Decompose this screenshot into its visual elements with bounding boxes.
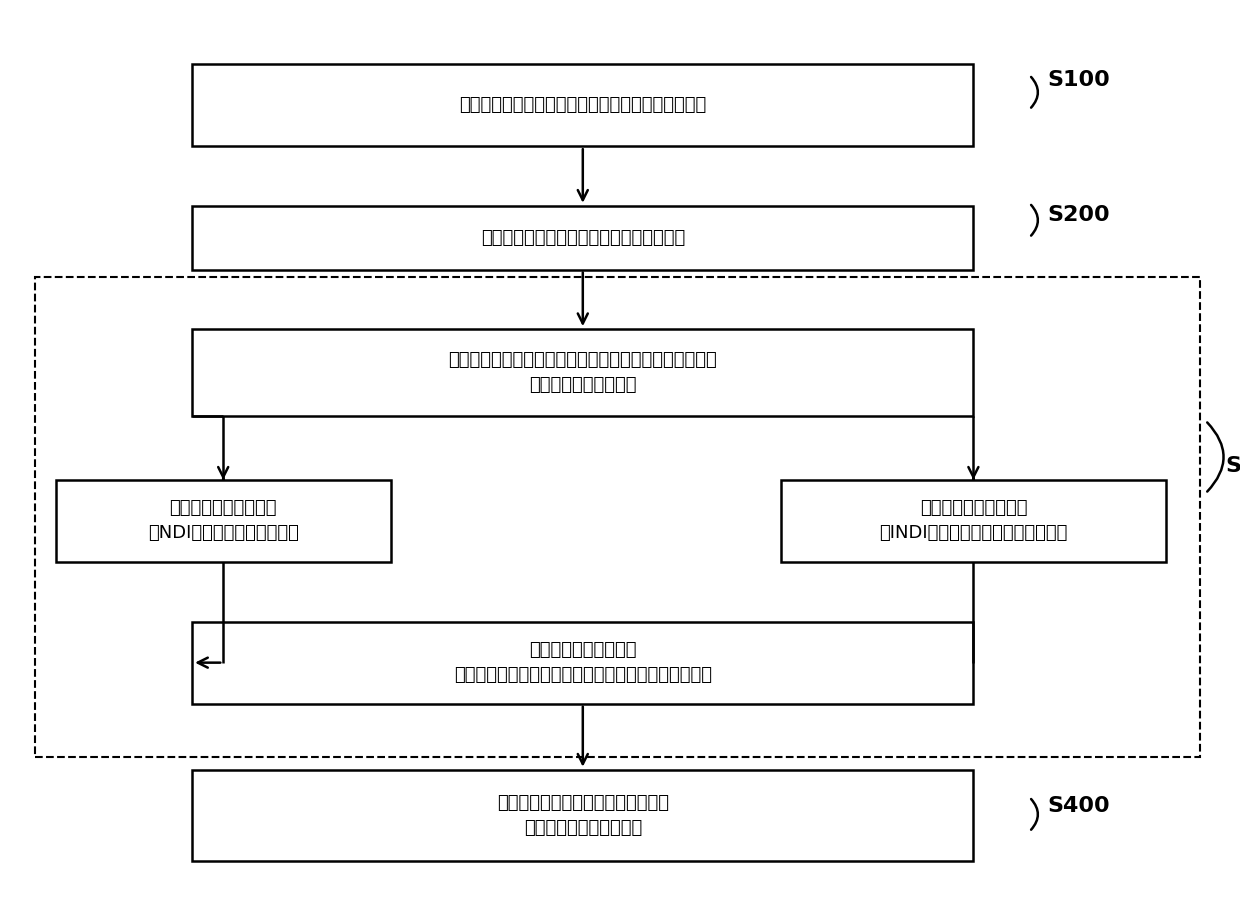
Text: 通过内环转动控制回路和外环质心控
制回路控制飞行器各舵面: 通过内环转动控制回路和外环质心控 制回路控制飞行器各舵面: [497, 793, 668, 837]
Text: 将所述飞行动力学方程转化为状态空间方程: 将所述飞行动力学方程转化为状态空间方程: [481, 228, 684, 247]
Text: 通过时标分离理论将飞行器控制系统分为内环转动控制回
路和外环质心控制回路: 通过时标分离理论将飞行器控制系统分为内环转动控制回 路和外环质心控制回路: [449, 351, 717, 394]
Bar: [35, 277, 1200, 757]
Text: 对内环转动控制回路，
以NDI动态逆方法设计控制律: 对内环转动控制回路， 以NDI动态逆方法设计控制律: [148, 499, 299, 543]
Bar: [192, 622, 973, 704]
Text: S200: S200: [1048, 205, 1111, 225]
Text: S300: S300: [1225, 456, 1240, 476]
Bar: [192, 206, 973, 270]
Bar: [192, 770, 973, 861]
Text: S400: S400: [1048, 796, 1111, 816]
Bar: [192, 64, 973, 146]
Bar: [192, 329, 973, 416]
Text: 对外环质心控制回路，
根据风洞动态试验数据，加入动导数影响项设计控制律: 对外环质心控制回路， 根据风洞动态试验数据，加入动导数影响项设计控制律: [454, 641, 712, 685]
Text: 根据水平风洞的飞行器系统数据建立飞行动力学方程: 根据水平风洞的飞行器系统数据建立飞行动力学方程: [459, 96, 707, 114]
Text: 对内环转动控制回路，
以INDI增量式动态逆方法设计控制律: 对内环转动控制回路， 以INDI增量式动态逆方法设计控制律: [879, 499, 1068, 543]
Text: S100: S100: [1048, 70, 1111, 90]
Bar: [781, 480, 1166, 562]
Bar: [56, 480, 391, 562]
